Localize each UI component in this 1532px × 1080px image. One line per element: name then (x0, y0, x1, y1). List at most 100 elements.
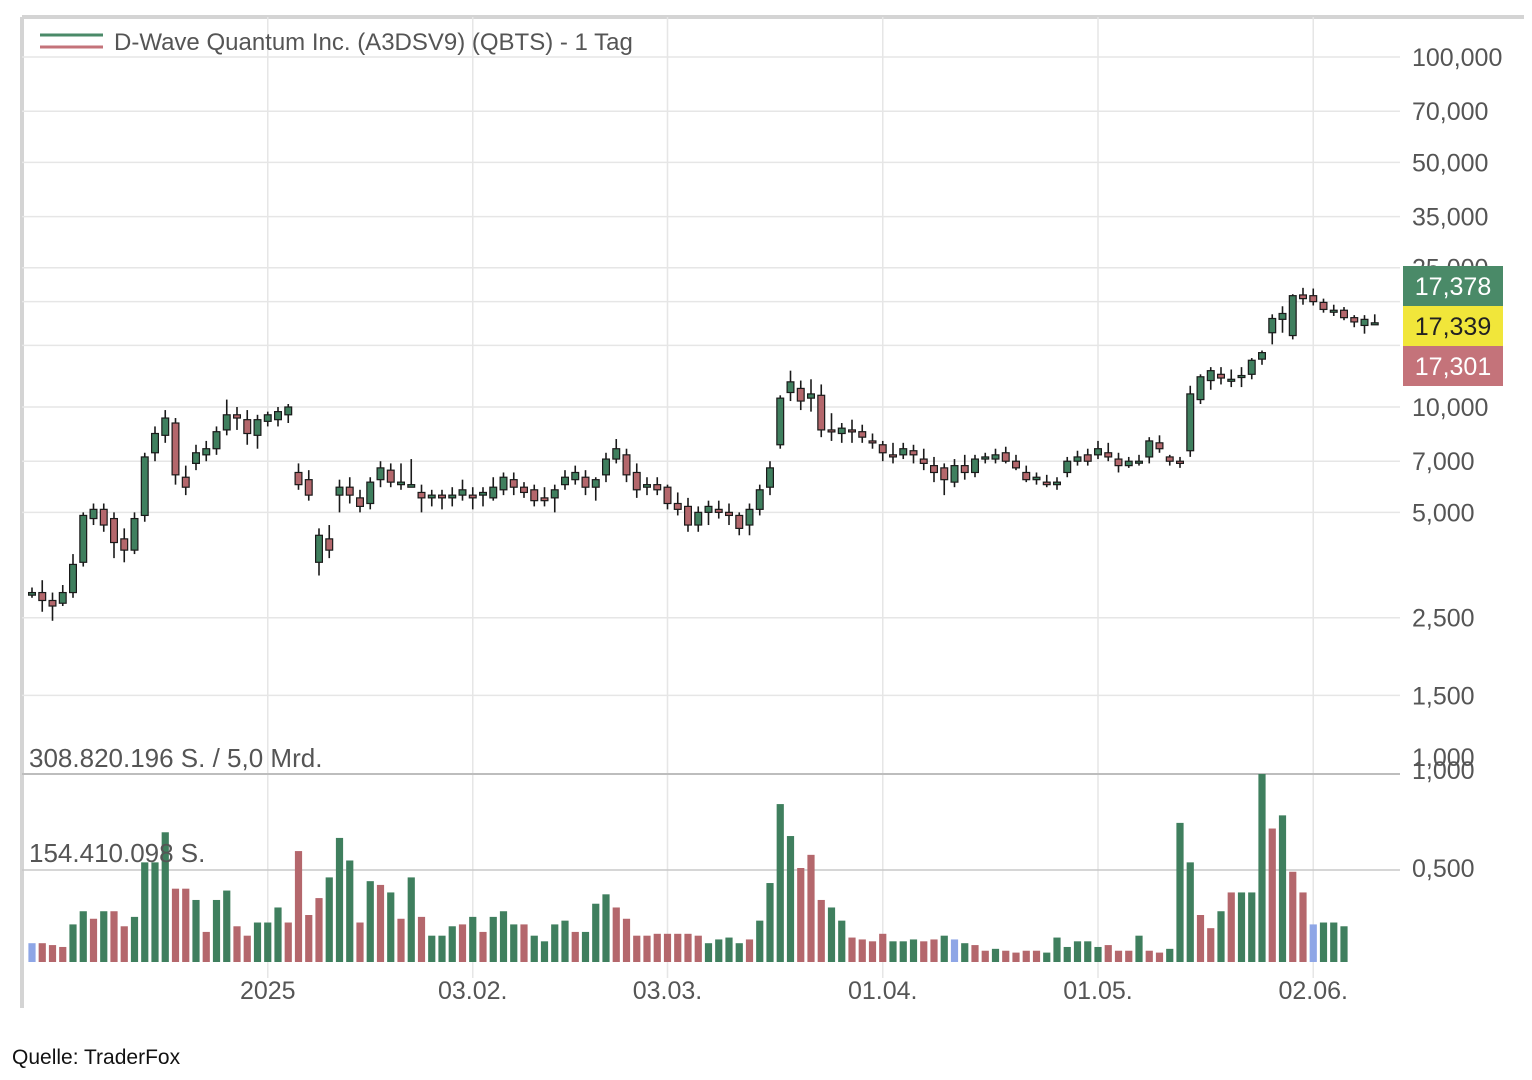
candle-body (1155, 442, 1164, 450)
candle (468, 487, 477, 510)
candle (786, 370, 795, 402)
candle-body (745, 508, 754, 526)
candle-body (1145, 440, 1154, 458)
candle-body (755, 489, 764, 510)
volume-bar (971, 945, 979, 962)
stock-chart: 100,00070,00050,00035,00025,00010,0007,0… (20, 15, 1524, 1008)
candle-body (919, 458, 928, 465)
candle (1155, 435, 1164, 453)
candle (981, 452, 990, 464)
volume-bar (961, 943, 969, 962)
volume-bar (448, 926, 456, 962)
volume-bar (725, 937, 733, 962)
candle (109, 512, 118, 559)
candle (284, 403, 293, 424)
candle (140, 452, 149, 522)
candle-body (1175, 460, 1184, 465)
candle (407, 459, 416, 488)
candle-body (970, 458, 979, 474)
candle-body (1042, 481, 1051, 486)
volume-bar (141, 862, 149, 962)
volume-bar (981, 950, 989, 962)
candle (888, 442, 897, 464)
candle (161, 410, 170, 443)
volume-bar (1186, 862, 1194, 962)
candle (315, 528, 324, 576)
candle-body (448, 494, 457, 499)
candle-body (1001, 452, 1010, 462)
candle-body (786, 381, 795, 394)
candle-body (1257, 352, 1266, 360)
candle-body (601, 458, 610, 476)
volume-bar (1032, 950, 1041, 962)
candle (1114, 452, 1123, 473)
candle-body (1268, 317, 1277, 334)
candle (304, 470, 313, 501)
candle-body (38, 591, 47, 602)
candle-body (991, 454, 1000, 460)
candle-body (683, 505, 692, 526)
candle (499, 472, 508, 496)
volume-bar (69, 924, 77, 962)
price-badge (1403, 266, 1503, 306)
candle (970, 454, 979, 478)
candle (479, 487, 488, 507)
candle (366, 477, 375, 510)
candle-body (120, 538, 129, 551)
candle (540, 487, 549, 507)
candle-body (479, 491, 488, 496)
volume-bar (182, 888, 190, 962)
volume-bar (1289, 871, 1297, 962)
volume-bar (1012, 952, 1020, 962)
candle-body (458, 489, 467, 496)
price-pane (28, 287, 1379, 621)
y-tick-label: 70,000 (1412, 98, 1488, 126)
candle (212, 426, 221, 455)
candle (601, 452, 610, 483)
candle (222, 399, 231, 436)
volume-bar (48, 945, 57, 962)
x-tick-label: 02.06. (1278, 977, 1348, 1005)
candle (1339, 307, 1348, 321)
volume-bar (274, 907, 282, 962)
candle (1073, 450, 1082, 466)
candle (1227, 369, 1236, 388)
candle-body (1063, 460, 1072, 474)
candle (1063, 456, 1072, 478)
candle-body (642, 484, 651, 488)
volume-bar (387, 892, 395, 962)
volume-bar (766, 883, 774, 962)
chart-legend[interactable]: D-Wave Quantum Inc. (A3DSV9) (QBTS) - 1 … (40, 29, 633, 56)
candle-body (222, 414, 231, 431)
volume-bar (786, 836, 795, 962)
candle (79, 512, 88, 567)
volume-bar (1094, 946, 1102, 962)
price-badge-label: 17,301 (1415, 353, 1491, 381)
candle (58, 585, 67, 607)
candle-body (858, 431, 867, 438)
candle (263, 411, 272, 427)
volume-bar (315, 898, 323, 962)
candle-body (519, 486, 528, 494)
x-tick-label: 01.04. (848, 977, 918, 1005)
candle (1309, 288, 1318, 306)
candle (796, 380, 805, 411)
volume-bar (79, 911, 87, 962)
candle-body (68, 563, 77, 594)
price-badge (1403, 346, 1503, 386)
candle (724, 503, 733, 526)
candle-body (263, 414, 272, 422)
volume-bar (1258, 774, 1266, 962)
candle-body (427, 494, 436, 499)
candle (550, 484, 559, 513)
candle-body (489, 486, 498, 499)
candle-body (940, 467, 949, 481)
candle (1145, 437, 1154, 464)
candle-body (581, 476, 590, 488)
candle-body (540, 497, 549, 502)
y-tick-label: 7,000 (1412, 448, 1475, 476)
volume-bar (59, 946, 67, 962)
candle (776, 395, 785, 449)
candle (735, 512, 744, 536)
y-tick-label: 5,000 (1412, 499, 1475, 527)
